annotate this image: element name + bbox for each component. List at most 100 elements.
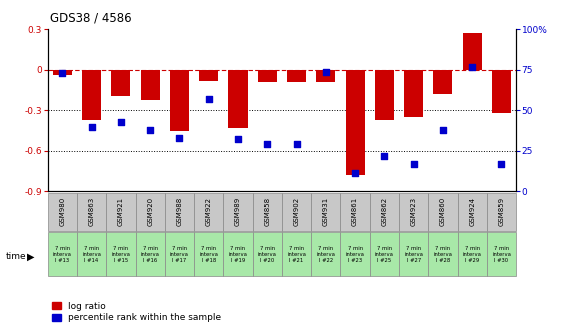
Bar	[370, 193, 399, 231]
Bar	[194, 193, 223, 231]
Text: GSM922: GSM922	[206, 197, 211, 226]
Text: GSM860: GSM860	[440, 197, 446, 226]
Bar	[106, 193, 136, 231]
Text: 7 min
interva
l #18: 7 min interva l #18	[199, 246, 218, 263]
Point	[146, 127, 155, 132]
Text: 7 min
interva
l #19: 7 min interva l #19	[228, 246, 247, 263]
Bar	[48, 193, 77, 231]
Bar	[228, 70, 247, 128]
Text: GSM920: GSM920	[147, 197, 153, 226]
Bar	[82, 70, 101, 120]
Bar	[165, 232, 194, 276]
Point	[380, 153, 389, 158]
Bar	[136, 232, 165, 276]
Bar	[282, 232, 311, 276]
Text: GSM862: GSM862	[381, 197, 388, 226]
Bar	[399, 232, 428, 276]
Bar	[77, 232, 106, 276]
Text: 7 min
interva
l #21: 7 min interva l #21	[287, 246, 306, 263]
Bar	[370, 232, 399, 276]
Text: 7 min
interva
l #15: 7 min interva l #15	[112, 246, 130, 263]
Bar	[252, 232, 282, 276]
Bar	[136, 193, 165, 231]
Text: 7 min
interva
l #25: 7 min interva l #25	[375, 246, 394, 263]
Bar	[458, 193, 487, 231]
Bar	[316, 70, 335, 82]
Text: GSM863: GSM863	[89, 197, 95, 226]
Bar	[257, 70, 277, 82]
Point	[468, 64, 477, 69]
Bar	[165, 193, 194, 231]
Text: GSM861: GSM861	[352, 197, 358, 226]
Bar	[282, 193, 311, 231]
Text: 7 min
interva
l #14: 7 min interva l #14	[82, 246, 101, 263]
Text: GSM924: GSM924	[469, 197, 475, 226]
Bar	[404, 70, 423, 117]
Bar	[106, 232, 136, 276]
Text: 7 min
interva
l #23: 7 min interva l #23	[346, 246, 365, 263]
Bar	[223, 232, 252, 276]
Bar	[112, 70, 130, 95]
Point	[321, 69, 330, 74]
Point	[233, 137, 242, 142]
Bar	[287, 70, 306, 82]
Bar	[194, 232, 223, 276]
Bar	[346, 70, 365, 175]
Text: time: time	[6, 252, 26, 261]
Text: GSM988: GSM988	[176, 197, 182, 226]
Text: GSM921: GSM921	[118, 197, 124, 226]
Text: 7 min
interva
l #27: 7 min interva l #27	[404, 246, 423, 263]
Text: ▶: ▶	[27, 252, 34, 262]
Bar	[458, 232, 487, 276]
Text: GSM859: GSM859	[499, 197, 504, 226]
Point	[439, 127, 448, 132]
Bar	[77, 193, 106, 231]
Point	[175, 135, 184, 141]
Point	[58, 71, 67, 76]
Bar	[399, 193, 428, 231]
Bar	[223, 193, 252, 231]
Bar	[463, 33, 482, 70]
Point	[497, 161, 506, 166]
Point	[292, 142, 301, 147]
Bar	[434, 70, 452, 94]
Text: GSM902: GSM902	[293, 197, 300, 226]
Point	[204, 96, 213, 102]
Point	[409, 161, 418, 166]
Bar	[48, 232, 77, 276]
Bar	[487, 232, 516, 276]
Bar	[199, 70, 218, 81]
Bar	[487, 193, 516, 231]
Bar	[252, 193, 282, 231]
Text: GSM980: GSM980	[59, 197, 65, 226]
Bar	[170, 70, 189, 130]
Text: GSM931: GSM931	[323, 197, 329, 226]
Bar	[53, 70, 72, 75]
Text: 7 min
interva
l #29: 7 min interva l #29	[463, 246, 482, 263]
Bar	[375, 70, 394, 120]
Point	[116, 119, 125, 124]
Bar	[492, 70, 511, 113]
Point	[351, 171, 360, 176]
Bar	[311, 193, 341, 231]
Text: 7 min
interva
l #16: 7 min interva l #16	[141, 246, 159, 263]
Text: GSM923: GSM923	[411, 197, 417, 226]
Text: GSM989: GSM989	[235, 197, 241, 226]
Bar	[141, 70, 160, 99]
Bar	[341, 193, 370, 231]
Text: 7 min
interva
l #22: 7 min interva l #22	[316, 246, 335, 263]
Text: 7 min
interva
l #13: 7 min interva l #13	[53, 246, 72, 263]
Bar	[428, 232, 458, 276]
Point	[87, 124, 96, 129]
Text: 7 min
interva
l #20: 7 min interva l #20	[258, 246, 277, 263]
Bar	[311, 232, 341, 276]
Point	[263, 142, 272, 147]
Text: 7 min
interva
l #28: 7 min interva l #28	[434, 246, 452, 263]
Text: 7 min
interva
l #30: 7 min interva l #30	[492, 246, 511, 263]
Legend: log ratio, percentile rank within the sample: log ratio, percentile rank within the sa…	[52, 302, 222, 322]
Bar	[428, 193, 458, 231]
Bar	[341, 232, 370, 276]
Text: 7 min
interva
l #17: 7 min interva l #17	[170, 246, 189, 263]
Text: GSM858: GSM858	[264, 197, 270, 226]
Text: GDS38 / 4586: GDS38 / 4586	[50, 11, 132, 25]
